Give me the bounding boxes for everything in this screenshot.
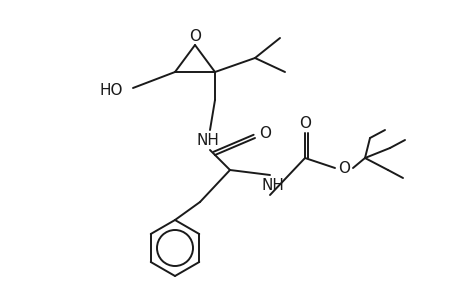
Text: NH: NH (196, 133, 219, 148)
Text: HO: HO (99, 82, 123, 98)
Text: NH: NH (261, 178, 284, 193)
Text: O: O (298, 116, 310, 130)
Text: O: O (189, 28, 201, 44)
Text: O: O (258, 125, 270, 140)
Text: O: O (337, 160, 349, 175)
